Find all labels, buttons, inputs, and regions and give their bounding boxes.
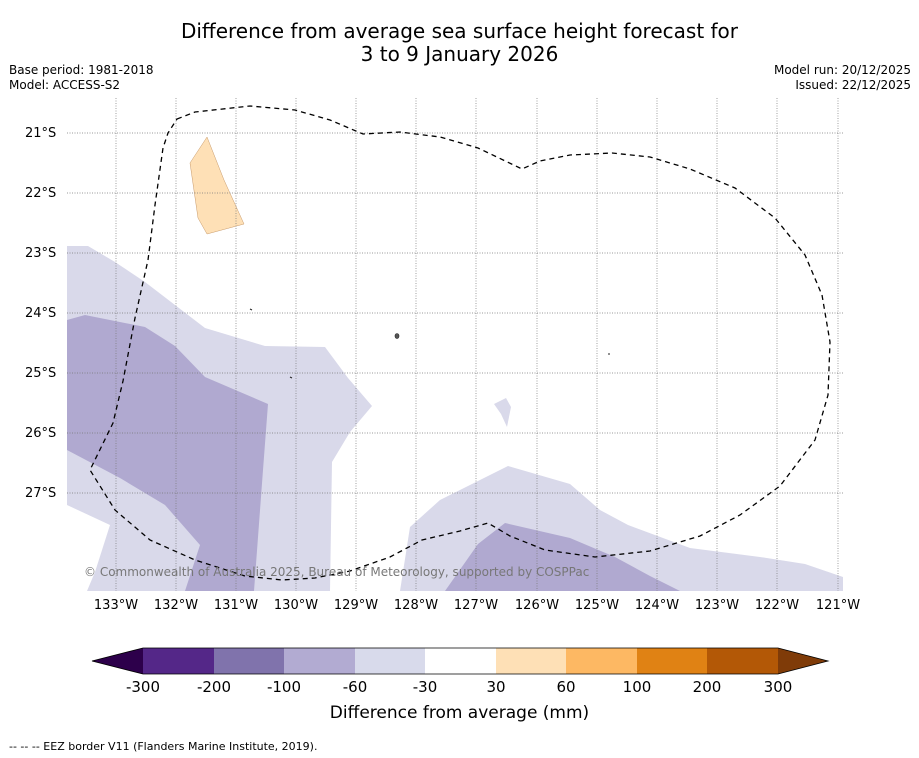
colorbar-segment bbox=[496, 648, 566, 674]
lat-label: 26°S bbox=[25, 426, 57, 441]
model-run: Model run: 20/12/2025 bbox=[773, 63, 911, 77]
colorbar-segment bbox=[143, 648, 214, 674]
colorbar-extend-high bbox=[778, 648, 828, 674]
model-name: Model: ACCESS-S2 bbox=[9, 78, 121, 92]
longitude-gridlines bbox=[115, 98, 839, 591]
colorbar-segment bbox=[284, 648, 355, 674]
colorbar-label: Difference from average (mm) bbox=[329, 703, 590, 723]
lat-label: 25°S bbox=[25, 366, 57, 381]
lat-label: 21°S bbox=[25, 126, 57, 141]
colorbar bbox=[91, 647, 830, 675]
colorbar-segment bbox=[566, 648, 637, 674]
colorbar-tick: 300 bbox=[763, 678, 793, 696]
lat-label: 27°S bbox=[25, 486, 57, 501]
lat-label: 23°S bbox=[25, 246, 57, 261]
eez-footnote: -- -- -- EEZ border V11 (Flanders Marine… bbox=[9, 740, 318, 753]
colorbar-tick: 100 bbox=[622, 678, 652, 696]
colorbar-extend-low bbox=[92, 648, 143, 674]
lon-label: 125°W bbox=[574, 598, 620, 613]
colorbar-segment bbox=[707, 648, 778, 674]
colorbar-tick: -60 bbox=[342, 678, 368, 696]
map-title-line1: Difference from average sea surface heig… bbox=[180, 19, 739, 43]
lon-label: 123°W bbox=[694, 598, 740, 613]
lon-label: 130°W bbox=[273, 598, 319, 613]
colorbar-tick: -300 bbox=[125, 678, 161, 696]
lon-label: 132°W bbox=[153, 598, 199, 613]
colorbar-tick: 200 bbox=[692, 678, 722, 696]
colorbar-segment bbox=[425, 648, 496, 674]
map-panel bbox=[67, 98, 843, 591]
colorbar-outline bbox=[91, 647, 830, 675]
colorbar-segment bbox=[637, 648, 707, 674]
lat-label: 22°S bbox=[25, 186, 57, 201]
colorbar-tick: -200 bbox=[196, 678, 232, 696]
lon-label: 129°W bbox=[333, 598, 379, 613]
colorbar-tick: 60 bbox=[556, 678, 576, 696]
base-period: Base period: 1981-2018 bbox=[9, 63, 154, 77]
island bbox=[249, 308, 253, 311]
anomaly-region-southeast-mid bbox=[445, 523, 680, 591]
colorbar-segment bbox=[355, 648, 425, 674]
anomaly-region-west-mid bbox=[67, 315, 268, 591]
island bbox=[289, 376, 293, 379]
lon-label: 131°W bbox=[213, 598, 259, 613]
lon-label: 128°W bbox=[393, 598, 439, 613]
colorbar-tick: -30 bbox=[412, 678, 438, 696]
colorbar-segment bbox=[214, 648, 284, 674]
anomaly-region-positive bbox=[189, 136, 245, 235]
anomaly-region-small-patch bbox=[494, 398, 511, 427]
issued-date: Issued: 22/12/2025 bbox=[795, 78, 911, 92]
latitude-gridlines bbox=[67, 132, 843, 494]
lat-label: 24°S bbox=[25, 306, 57, 321]
colorbar-tick: -100 bbox=[266, 678, 302, 696]
lon-label: 133°W bbox=[93, 598, 139, 613]
lon-label: 121°W bbox=[815, 598, 861, 613]
lon-label: 126°W bbox=[514, 598, 560, 613]
map-title-line2: 3 to 9 January 2026 bbox=[360, 42, 559, 66]
lon-label: 127°W bbox=[453, 598, 499, 613]
eez-border bbox=[89, 105, 831, 581]
map-copyright: © Commonwealth of Australia 2025, Bureau… bbox=[84, 565, 590, 579]
island bbox=[394, 333, 400, 339]
colorbar-tick: 30 bbox=[486, 678, 506, 696]
lon-label: 122°W bbox=[754, 598, 800, 613]
lon-label: 124°W bbox=[634, 598, 680, 613]
